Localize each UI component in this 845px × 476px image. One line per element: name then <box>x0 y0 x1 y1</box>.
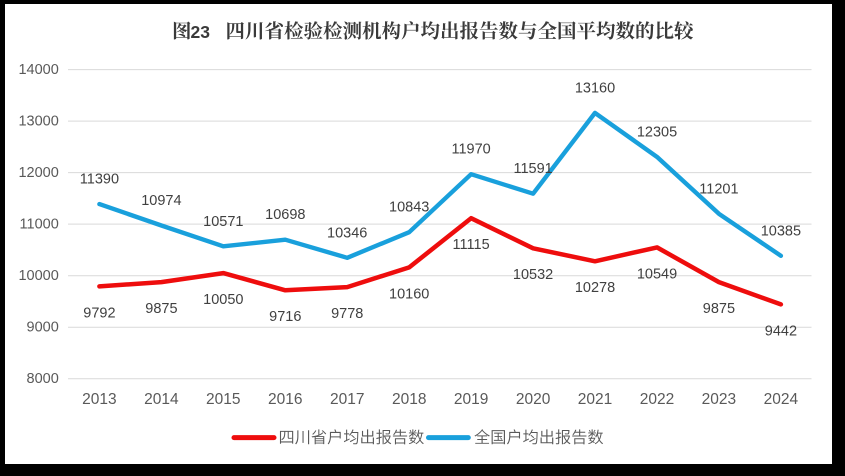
svg-text:10160: 10160 <box>389 286 429 302</box>
svg-text:9000: 9000 <box>27 319 59 335</box>
svg-text:11201: 11201 <box>699 181 738 197</box>
svg-text:10000: 10000 <box>18 268 58 284</box>
svg-text:2013: 2013 <box>82 391 116 408</box>
svg-text:9875: 9875 <box>703 301 735 317</box>
svg-text:23: 23 <box>191 22 211 42</box>
svg-text:10532: 10532 <box>513 267 553 283</box>
svg-text:10050: 10050 <box>203 292 243 308</box>
svg-text:2018: 2018 <box>392 391 426 408</box>
svg-text:9442: 9442 <box>765 323 797 339</box>
svg-text:8000: 8000 <box>27 371 59 387</box>
svg-text:11591: 11591 <box>513 161 552 177</box>
svg-text:10843: 10843 <box>389 200 429 216</box>
svg-text:2016: 2016 <box>268 391 302 408</box>
svg-text:12305: 12305 <box>637 124 677 140</box>
svg-text:9875: 9875 <box>145 301 177 317</box>
svg-text:10346: 10346 <box>327 225 367 241</box>
svg-text:9792: 9792 <box>83 305 115 321</box>
svg-text:2024: 2024 <box>764 391 799 408</box>
svg-text:10974: 10974 <box>141 193 181 209</box>
svg-text:14000: 14000 <box>18 62 58 78</box>
svg-text:2015: 2015 <box>206 391 240 408</box>
svg-text:2014: 2014 <box>144 391 179 408</box>
svg-text:10571: 10571 <box>203 214 243 230</box>
svg-text:2021: 2021 <box>578 391 612 408</box>
svg-text:2019: 2019 <box>454 391 488 408</box>
svg-text:13160: 13160 <box>575 80 615 96</box>
svg-text:11000: 11000 <box>20 216 59 232</box>
svg-text:12000: 12000 <box>18 165 58 181</box>
svg-text:2023: 2023 <box>702 391 736 408</box>
svg-text:2020: 2020 <box>516 391 551 408</box>
svg-text:10278: 10278 <box>575 280 615 296</box>
svg-text:10698: 10698 <box>265 207 305 223</box>
svg-text:11115: 11115 <box>453 237 490 253</box>
svg-text:2017: 2017 <box>330 391 364 408</box>
svg-text:11970: 11970 <box>451 142 490 158</box>
svg-text:11390: 11390 <box>80 172 119 188</box>
svg-text:2022: 2022 <box>640 391 674 408</box>
svg-text:9716: 9716 <box>269 309 301 325</box>
svg-text:13000: 13000 <box>18 113 58 129</box>
svg-text:10385: 10385 <box>761 223 801 239</box>
svg-text:9778: 9778 <box>331 306 363 322</box>
svg-text:10549: 10549 <box>637 266 677 282</box>
